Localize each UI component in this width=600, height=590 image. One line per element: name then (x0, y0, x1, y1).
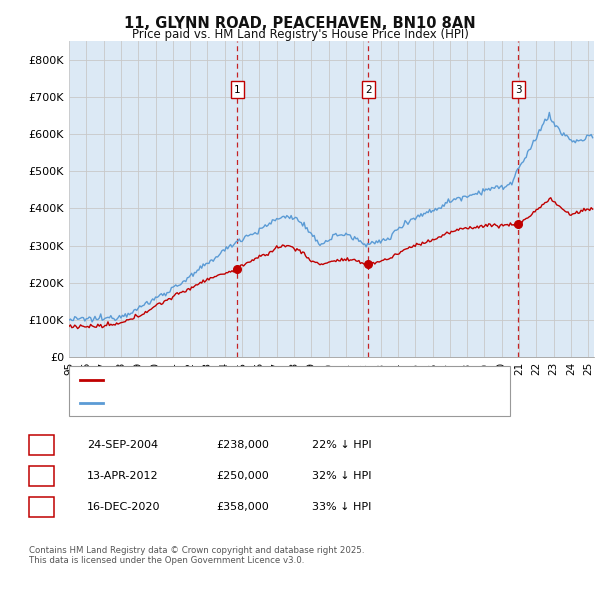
Text: 2: 2 (365, 84, 371, 94)
Text: Price paid vs. HM Land Registry's House Price Index (HPI): Price paid vs. HM Land Registry's House … (131, 28, 469, 41)
Text: 2: 2 (38, 471, 45, 481)
Text: £250,000: £250,000 (216, 471, 269, 481)
Text: 33% ↓ HPI: 33% ↓ HPI (312, 502, 371, 512)
Text: 3: 3 (38, 502, 45, 512)
Text: £358,000: £358,000 (216, 502, 269, 512)
Text: 24-SEP-2004: 24-SEP-2004 (87, 441, 158, 450)
Text: 16-DEC-2020: 16-DEC-2020 (87, 502, 161, 512)
Text: 1: 1 (38, 441, 45, 450)
Text: £238,000: £238,000 (216, 441, 269, 450)
Text: 1: 1 (234, 84, 241, 94)
Text: 11, GLYNN ROAD, PEACEHAVEN, BN10 8AN: 11, GLYNN ROAD, PEACEHAVEN, BN10 8AN (124, 16, 476, 31)
Text: 11, GLYNN ROAD, PEACEHAVEN, BN10 8AN (detached house): 11, GLYNN ROAD, PEACEHAVEN, BN10 8AN (de… (108, 375, 426, 385)
Text: 32% ↓ HPI: 32% ↓ HPI (312, 471, 371, 481)
Text: 3: 3 (515, 84, 521, 94)
Text: 13-APR-2012: 13-APR-2012 (87, 471, 158, 481)
Text: HPI: Average price, detached house, Lewes: HPI: Average price, detached house, Lewe… (108, 398, 333, 408)
Text: Contains HM Land Registry data © Crown copyright and database right 2025.
This d: Contains HM Land Registry data © Crown c… (29, 546, 364, 565)
Text: 22% ↓ HPI: 22% ↓ HPI (312, 441, 371, 450)
